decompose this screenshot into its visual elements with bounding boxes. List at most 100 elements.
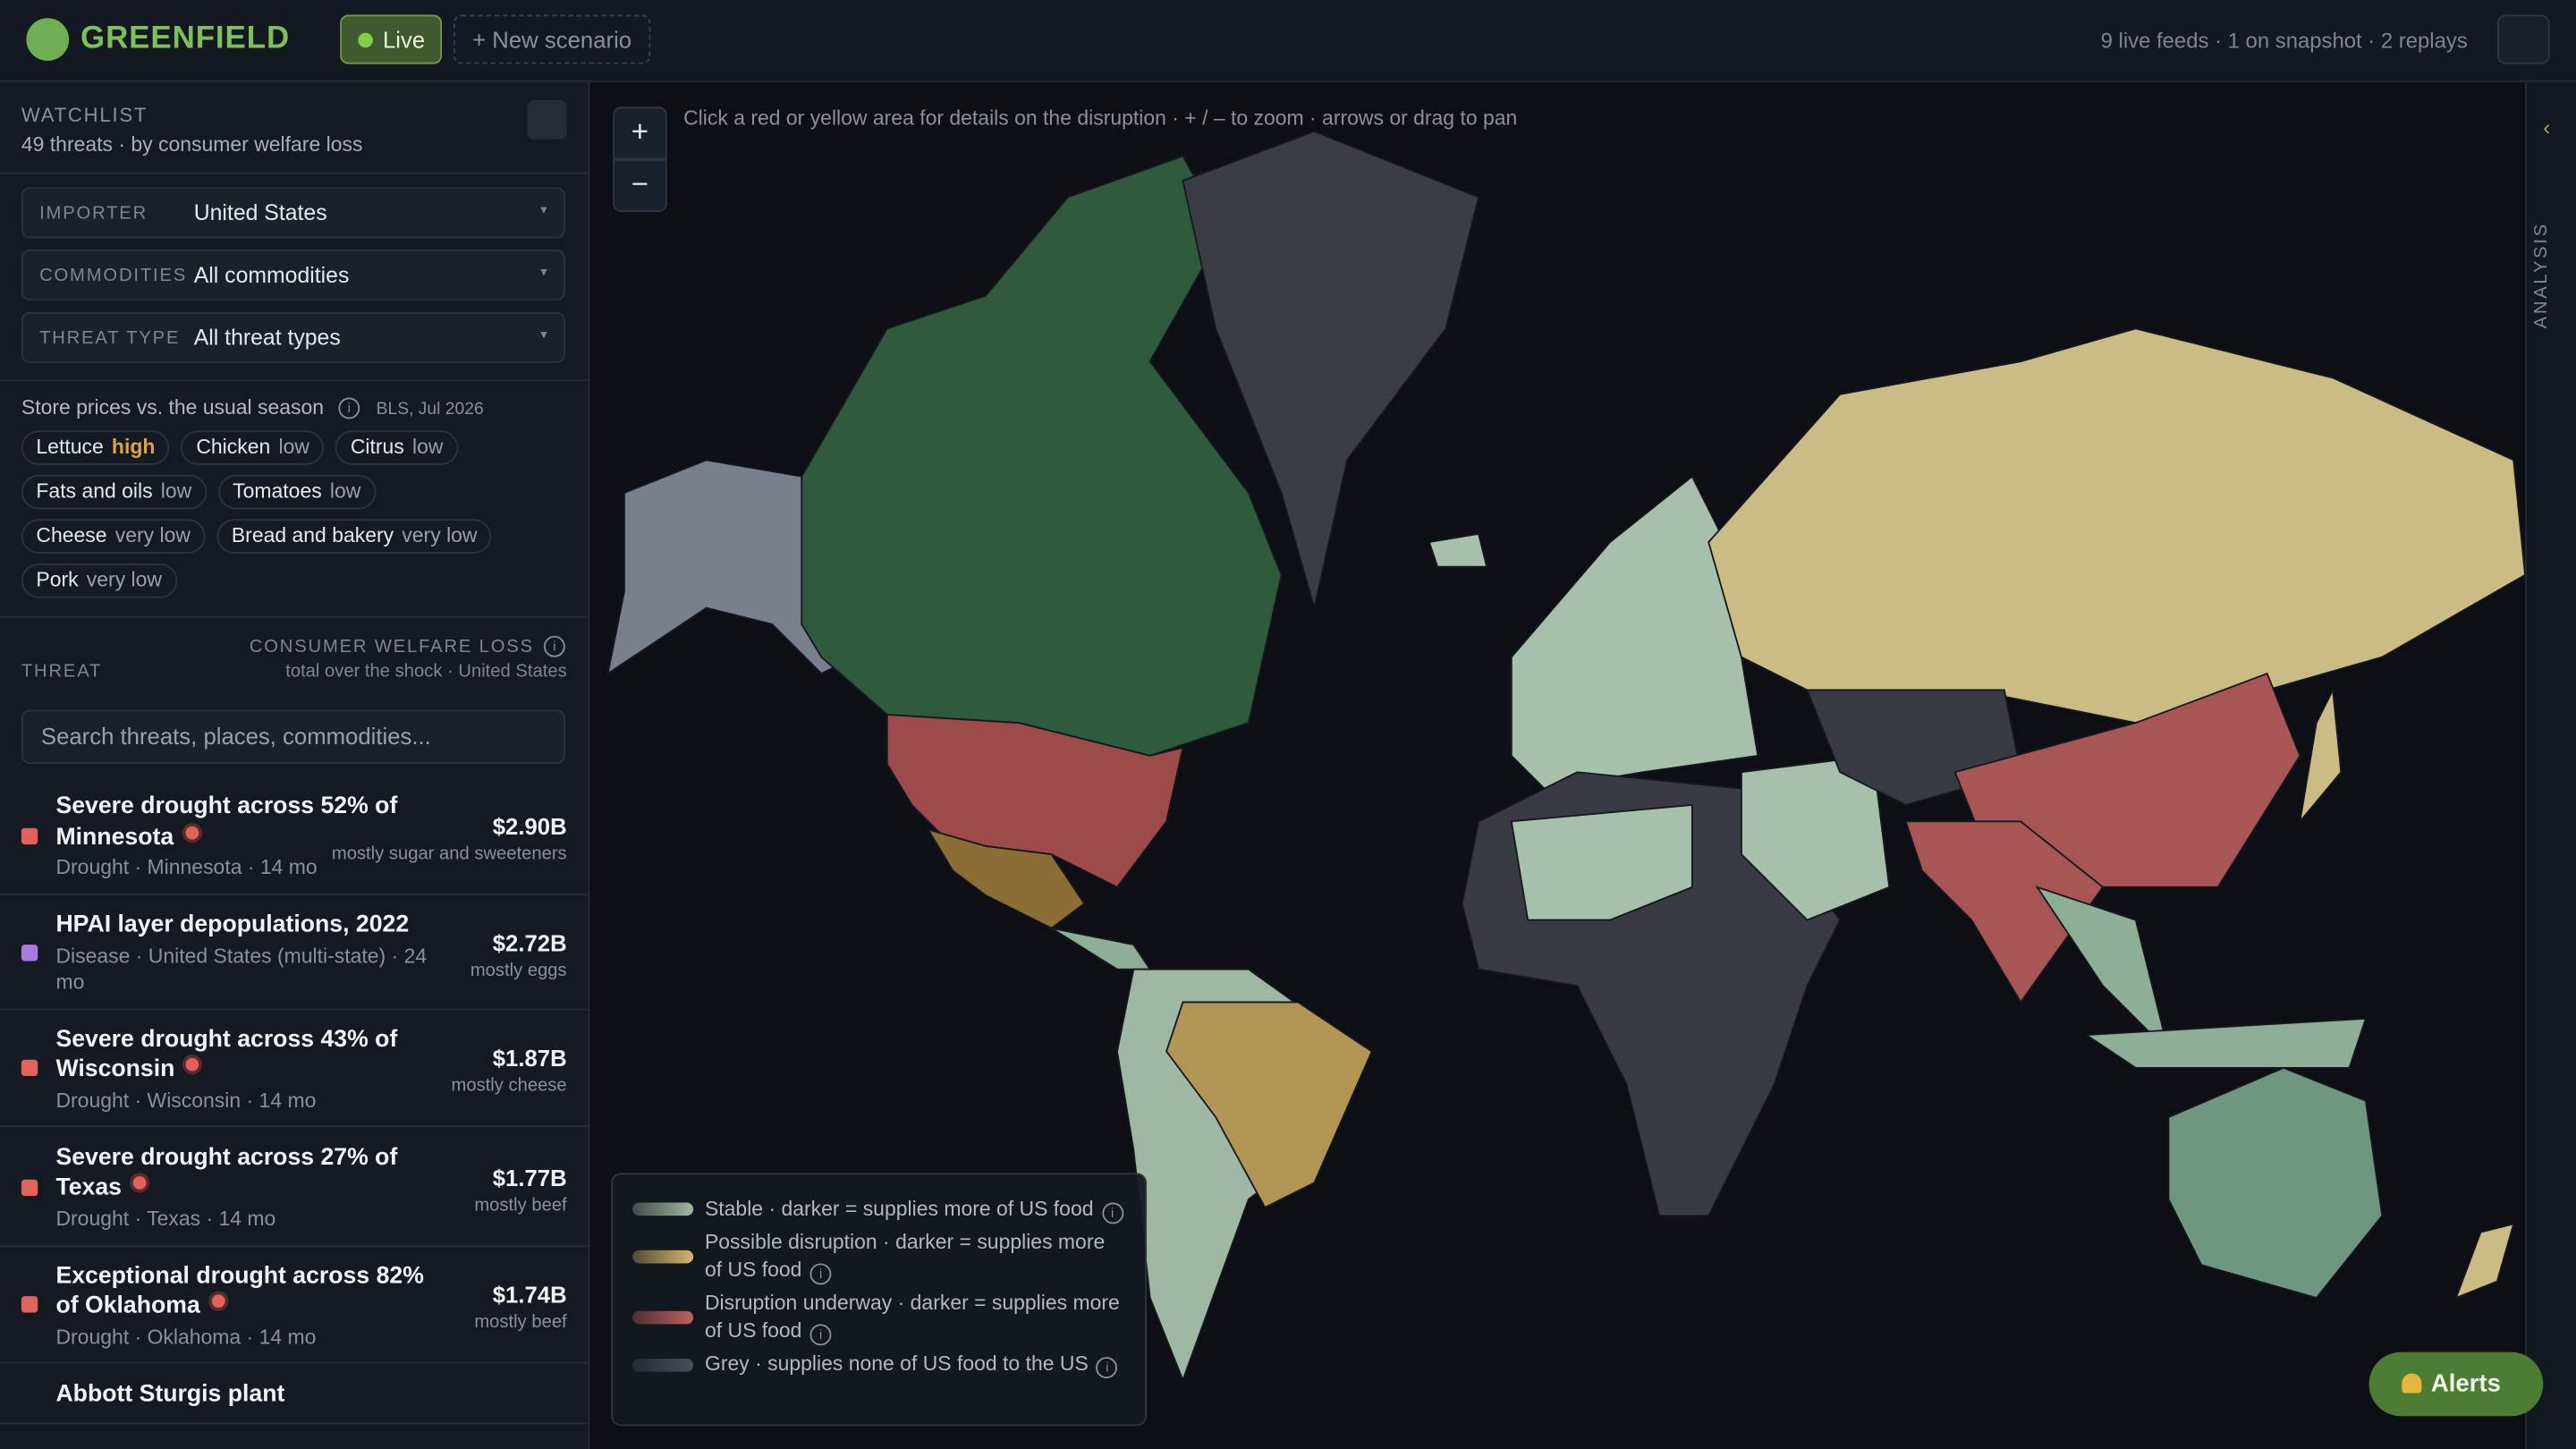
region-north-africa [1510, 803, 1693, 921]
threat-title: HPAI layer depopulations, 2022 [55, 911, 410, 938]
theme-button[interactable] [2496, 14, 2550, 64]
world-map [589, 81, 2526, 1449]
logo [26, 18, 70, 61]
legend-swatch [632, 1358, 694, 1371]
price-chip[interactable]: Pork very low [21, 564, 177, 598]
filter-value: All commodities [193, 262, 350, 288]
threat-color [21, 827, 38, 845]
legend-text: Grey · supplies none of US food to the U… [705, 1351, 1123, 1379]
region-united-states[interactable] [886, 714, 1184, 889]
price-level: low [278, 435, 309, 459]
threat-value: $1.87B [492, 1046, 567, 1072]
threat-row[interactable]: Exceptional drought across 82% of Oklaho… [0, 1246, 589, 1365]
zoom-in-button[interactable]: + [613, 106, 667, 160]
info-icon[interactable]: i [1101, 1202, 1123, 1224]
threat-value: $2.90B [492, 813, 567, 840]
zoom-out-button[interactable]: − [613, 159, 667, 212]
price-chip[interactable]: Lettuce high [21, 430, 170, 465]
live-dot [208, 1291, 228, 1311]
price-level: low [329, 479, 361, 504]
legend-text: Stable · darker = supplies more of US fo… [705, 1196, 1123, 1224]
region-greenland [1182, 130, 1480, 608]
price-item: Fats and oils [36, 479, 153, 504]
threat-title-block: Abbott Sturgis plant [55, 1381, 436, 1410]
new-scenario-button[interactable]: + New scenario [453, 14, 651, 64]
live-dot [130, 1173, 150, 1193]
price-chip[interactable]: Chicken low [181, 430, 325, 465]
live-toggle[interactable]: Live [340, 14, 443, 64]
live-dot [182, 822, 202, 843]
price-item: Chicken [196, 435, 271, 459]
region-japan[interactable] [2298, 687, 2343, 825]
region-iceland [1428, 532, 1488, 568]
filter-label: IMPORTER [39, 203, 148, 224]
divider [0, 379, 589, 382]
threat-note: mostly beef [474, 1195, 567, 1216]
price-chip[interactable]: Fats and oils low [21, 474, 207, 510]
expand-button[interactable]: ‹ [2543, 114, 2551, 140]
price-level: very low [402, 523, 478, 547]
threat-title-block: Severe drought across 52% of Minnesota Dr… [55, 793, 436, 880]
search-input[interactable]: Search threats, places, commodities... [21, 709, 565, 765]
price-item: Pork [36, 568, 79, 592]
threat-meta: Drought · Texas · 14 mo [55, 1207, 276, 1230]
filter-select[interactable]: THREAT TYPE All threat types [21, 311, 565, 363]
region-alaska [606, 459, 856, 676]
threat-row[interactable]: Severe drought across 52% of Minnesota Dr… [0, 777, 589, 896]
price-level: low [412, 435, 444, 459]
threat-color [21, 1060, 38, 1077]
threat-row[interactable]: Severe drought across 27% of Texas Drough… [0, 1128, 589, 1247]
threat-color [21, 944, 38, 962]
sidebar: WATCHLIST 49 threats · by consumer welfa… [0, 81, 590, 1449]
threat-title: Abbott Sturgis plant [55, 1380, 285, 1408]
threat-meta: Disease · United States (multi-state) · … [55, 944, 428, 994]
analysis-label[interactable]: ANALYSIS [2531, 221, 2552, 329]
region-india[interactable] [1904, 820, 2105, 1004]
price-item: Tomatoes [233, 479, 322, 504]
region-brazil[interactable] [1165, 1001, 1373, 1209]
price-item: Bread and bakery [231, 523, 394, 547]
threat-row[interactable]: Severe drought across 43% of Wisconsin Dr… [0, 1010, 589, 1128]
region-indonesia [2083, 1017, 2368, 1069]
info-icon[interactable]: i [338, 397, 360, 419]
region-new-zealand[interactable] [2454, 1223, 2515, 1300]
price-level: low [160, 479, 192, 504]
threat-meta: Drought · Oklahoma · 14 mo [55, 1325, 317, 1349]
info-icon[interactable]: i [1096, 1357, 1118, 1379]
threat-title-block: HPAI layer depopulations, 2022 Disease · … [55, 911, 436, 995]
threat-title-block: Exceptional drought across 82% of Oklaho… [55, 1263, 436, 1350]
map-hint: Click a red or yellow area for details o… [683, 106, 1518, 131]
threat-title-block: Severe drought across 43% of Wisconsin Dr… [55, 1026, 436, 1113]
price-item: Citrus [350, 435, 404, 459]
region-europe [1510, 475, 1759, 790]
info-icon[interactable]: i [543, 635, 565, 657]
info-icon[interactable]: i [809, 1263, 832, 1285]
info-icon[interactable]: i [809, 1324, 832, 1346]
threat-row[interactable]: Abbott Sturgis plant [0, 1364, 589, 1425]
region-mexico[interactable] [926, 828, 1086, 929]
alerts-button[interactable]: Alerts [2368, 1352, 2544, 1417]
filter-label: THREAT TYPE [39, 328, 181, 349]
brand: GREENFIELD [80, 21, 291, 56]
filter-select[interactable]: COMMODITIES All commodities [21, 250, 565, 301]
price-chip[interactable]: Bread and bakery very low [216, 519, 493, 554]
price-chip[interactable]: Citrus low [335, 430, 459, 465]
threat-value: $2.72B [492, 929, 567, 956]
threat-title: Exceptional drought across 82% of Oklaho… [55, 1262, 424, 1319]
divider [0, 172, 589, 174]
prices-source: BLS, Jul 2026 [376, 399, 484, 419]
map-legend: Stable · darker = supplies more of US fo… [611, 1173, 1148, 1427]
threat-row[interactable]: HPAI layer depopulations, 2022 Disease · … [0, 895, 589, 1010]
price-chip[interactable]: Cheese very low [21, 519, 206, 554]
price-item: Cheese [36, 523, 107, 547]
analysis-rail: ‹ ANALYSIS [2525, 81, 2576, 1449]
collapse-button[interactable] [527, 100, 567, 140]
divider [0, 615, 589, 618]
region-canada[interactable] [801, 155, 1283, 757]
filter-label: COMMODITIES [39, 266, 188, 286]
price-chip[interactable]: Tomatoes low [217, 474, 376, 510]
prices-title: Store prices vs. the usual season [21, 395, 325, 419]
filter-select[interactable]: IMPORTER United States [21, 187, 565, 239]
threat-note: mostly cheese [451, 1076, 567, 1097]
